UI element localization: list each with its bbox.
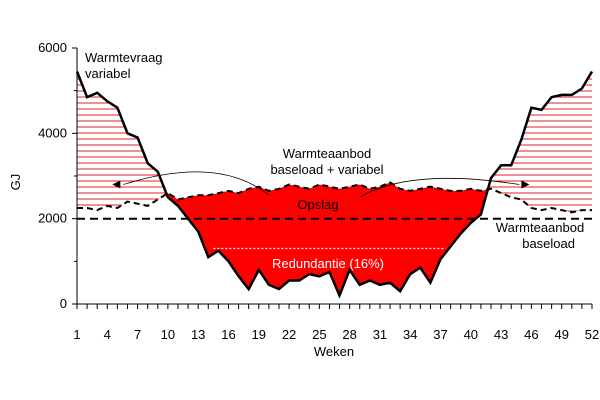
deficit-region-0 — [77, 71, 167, 211]
deficit-hatched-area — [77, 71, 592, 213]
y-tick-label-6000: 6000 — [38, 40, 67, 55]
axes: 0 2000 4000 6000 1 4 7 10 13 16 19 22 25 28 31 34 37 40 43… — [38, 40, 599, 342]
x-tick-label-43: 43 — [494, 327, 508, 342]
x-tick-label-52: 52 — [585, 327, 599, 342]
x-tick-label-19: 19 — [252, 327, 266, 342]
x-tick-label-34: 34 — [403, 327, 417, 342]
storage-arrow-right — [359, 177, 520, 198]
x-tick-label-16: 16 — [221, 327, 235, 342]
x-tick-label-4: 4 — [104, 327, 111, 342]
x-tick-label-1: 1 — [73, 327, 80, 342]
x-axis-label: Weken — [314, 344, 354, 359]
baseload-label-line1: Warmteaanbod — [496, 220, 584, 235]
y-axis-label: GJ — [8, 174, 23, 191]
baseload-label-line2: baseload — [522, 236, 575, 251]
x-tick-label-22: 22 — [282, 327, 296, 342]
x-tick-label-28: 28 — [342, 327, 356, 342]
y-tick-label-4000: 4000 — [38, 125, 67, 140]
supply-line — [77, 181, 592, 214]
redundancy-label: Redundantie (16%) — [272, 256, 384, 271]
series-lines — [75, 70, 594, 299]
y-tick-label-2000: 2000 — [38, 211, 67, 226]
storage-arrow-left-head — [112, 180, 121, 189]
x-tick-label-7: 7 — [134, 327, 141, 342]
x-tick-label-10: 10 — [161, 327, 175, 342]
x-tick-label-37: 37 — [433, 327, 447, 342]
x-tick-label-31: 31 — [373, 327, 387, 342]
x-tick-label-25: 25 — [312, 327, 326, 342]
surplus-red-area — [166, 182, 488, 296]
x-tick-label-49: 49 — [554, 327, 568, 342]
demand-line — [75, 70, 594, 299]
demand-label-line1: Warmtevraag — [85, 50, 163, 65]
storage-label: Opslag — [297, 197, 338, 212]
storage-arrows — [112, 171, 530, 198]
supply-label-line2: baseload + variabel — [270, 162, 383, 177]
storage-arrow-left — [123, 171, 270, 196]
x-tick-label-13: 13 — [191, 327, 205, 342]
demand-label-line2: variabel — [85, 66, 131, 81]
x-tick-label-40: 40 — [464, 327, 478, 342]
deficit-region-2 — [487, 71, 592, 213]
supply-label-line1: Warmteaanbod — [283, 146, 371, 161]
y-tick-label-0: 0 — [60, 296, 67, 311]
surplus-region-1 — [166, 182, 488, 296]
x-tick-label-46: 46 — [524, 327, 538, 342]
storage-arrow-right-head — [521, 180, 530, 189]
